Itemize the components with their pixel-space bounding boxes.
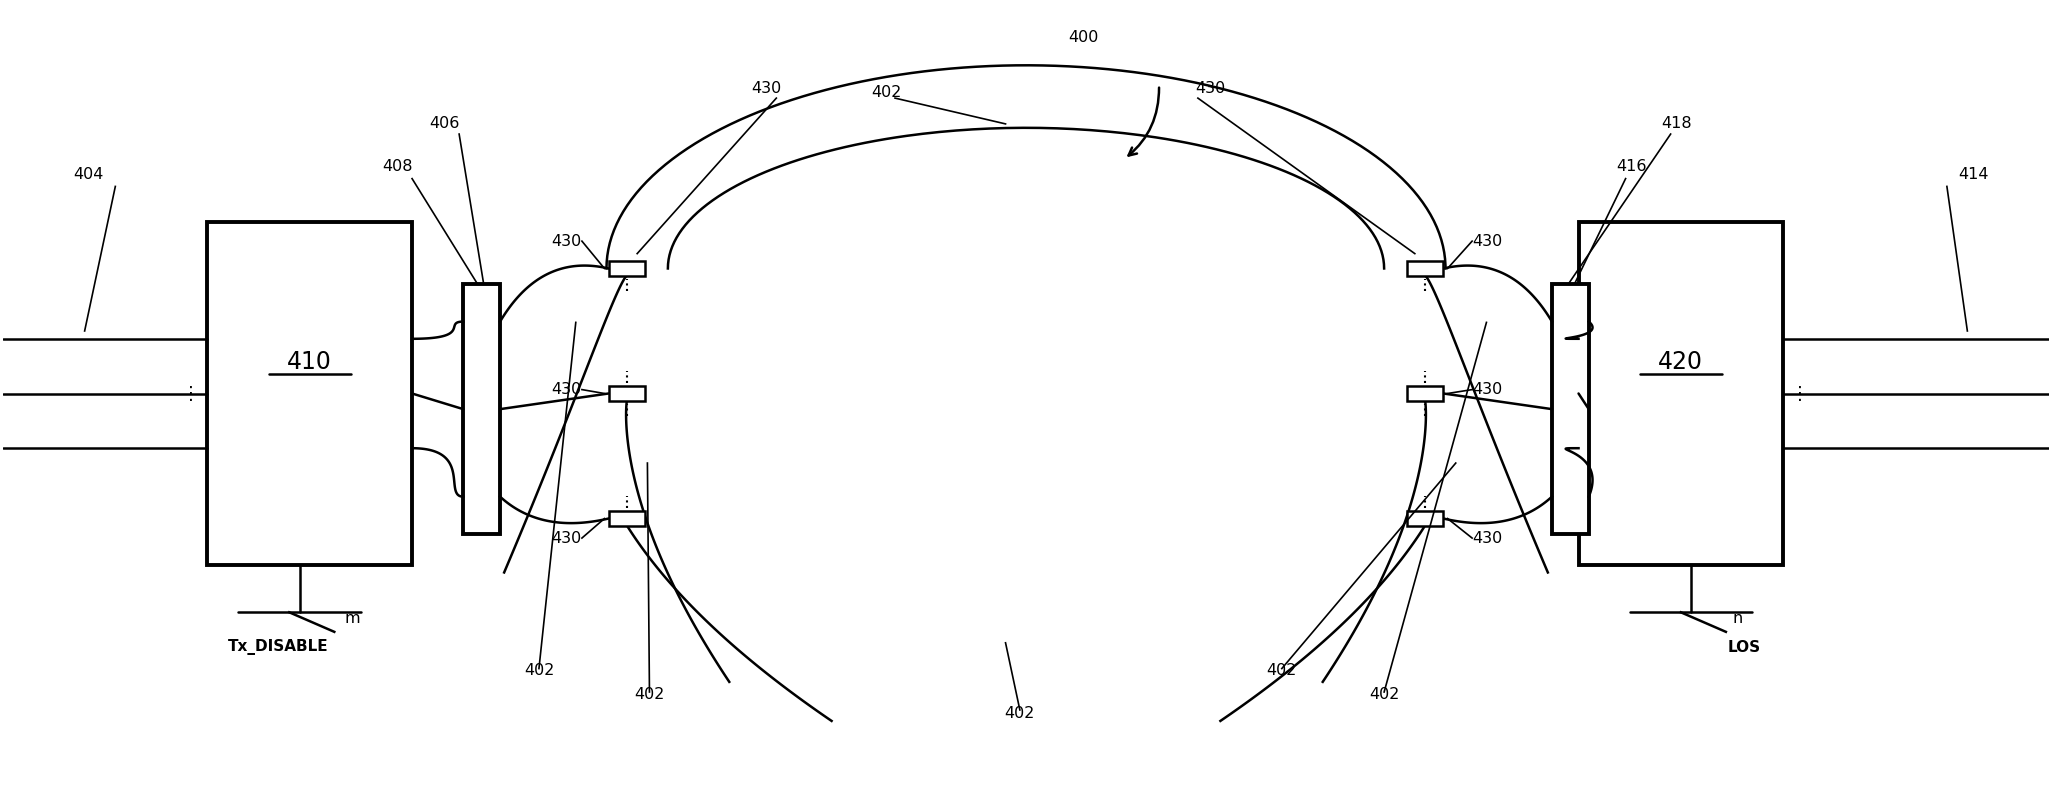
Bar — [1551, 284, 1588, 534]
Bar — [1406, 386, 1443, 401]
Text: 400: 400 — [1069, 31, 1098, 46]
Text: 430: 430 — [552, 382, 583, 397]
Text: 402: 402 — [1369, 687, 1399, 702]
Bar — [1406, 512, 1443, 526]
Text: m: m — [345, 611, 361, 626]
Text: Tx_DISABLE: Tx_DISABLE — [228, 640, 328, 656]
Text: 430: 430 — [552, 530, 583, 545]
Text: ⋮: ⋮ — [183, 385, 199, 402]
Bar — [609, 261, 646, 275]
Text: 402: 402 — [523, 663, 554, 678]
Text: 430: 430 — [1471, 530, 1502, 545]
Text: ⋮: ⋮ — [1791, 385, 1808, 402]
Bar — [464, 284, 501, 534]
Text: 408: 408 — [382, 160, 412, 175]
Text: 402: 402 — [634, 687, 665, 702]
Text: 430: 430 — [751, 81, 782, 96]
Text: 430: 430 — [1471, 382, 1502, 397]
Text: 430: 430 — [1194, 81, 1225, 96]
Text: 430: 430 — [552, 234, 583, 249]
Text: 418: 418 — [1662, 116, 1693, 131]
Text: 410: 410 — [287, 350, 332, 375]
Bar — [207, 222, 412, 565]
Text: n: n — [1732, 611, 1742, 626]
Text: LOS: LOS — [1728, 640, 1761, 655]
Text: 420: 420 — [1658, 350, 1703, 375]
Text: 430: 430 — [1471, 234, 1502, 249]
Text: 402: 402 — [872, 85, 903, 100]
Bar — [609, 386, 646, 401]
Text: 416: 416 — [1617, 160, 1648, 175]
Text: 402: 402 — [1266, 663, 1297, 678]
Text: 414: 414 — [1958, 167, 1988, 183]
FancyArrowPatch shape — [1129, 87, 1159, 156]
Bar — [609, 512, 646, 526]
Text: 406: 406 — [429, 116, 460, 131]
Text: 402: 402 — [1005, 707, 1034, 722]
Text: 404: 404 — [74, 167, 105, 183]
Bar — [1406, 261, 1443, 275]
Bar — [1578, 222, 1783, 565]
